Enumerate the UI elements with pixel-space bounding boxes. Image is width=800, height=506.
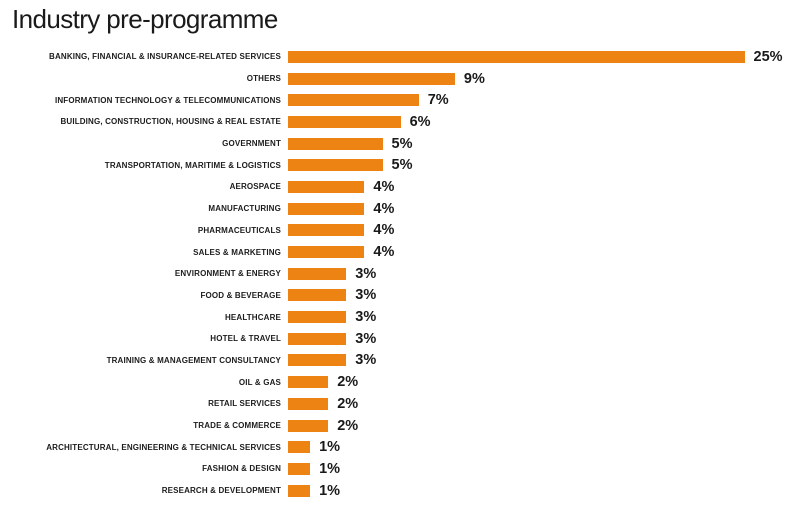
value-label: 3% [355, 287, 377, 304]
bar [288, 484, 311, 497]
chart-row: BANKING, FINANCIAL & INSURANCE-RELATED S… [0, 46, 800, 68]
category-label: BUILDING, CONSTRUCTION, HOUSING & REAL E… [60, 117, 281, 127]
bar [288, 180, 365, 193]
category-label: FOOD & BEVERAGE [200, 290, 281, 300]
category-label: OIL & GAS [238, 377, 281, 387]
value-label: 6% [409, 113, 431, 130]
chart-row: RETAIL SERVICES 2% [0, 393, 800, 415]
chart-row: OIL & GAS 2% [0, 371, 800, 393]
bar [288, 246, 365, 259]
category-label: AEROSPACE [229, 182, 281, 192]
chart-row: TRAINING & MANAGEMENT CONSULTANCY 3% [0, 350, 800, 372]
category-label: TRADE & COMMERCE [193, 421, 281, 431]
category-label: OTHERS [246, 74, 281, 84]
category-label: RESEARCH & DEVELOPMENT [161, 486, 281, 496]
chart-row: MANUFACTURING 4% [0, 198, 800, 220]
chart-row: SALES & MARKETING 4% [0, 241, 800, 263]
category-label: TRANSPORTATION, MARITIME & LOGISTICS [104, 160, 281, 170]
category-label: SALES & MARKETING [193, 247, 281, 257]
category-label: INFORMATION TECHNOLOGY & TELECOMMUNICATI… [55, 95, 281, 105]
category-label: HEALTHCARE [224, 312, 281, 322]
value-label: 1% [319, 460, 341, 477]
bar [288, 354, 347, 367]
bar [288, 332, 347, 345]
value-label: 2% [337, 395, 359, 412]
category-label: ENVIRONMENT & ENERGY [174, 269, 281, 279]
bar [288, 267, 347, 280]
bar [288, 419, 329, 432]
value-label: 5% [391, 135, 413, 152]
bar [288, 289, 347, 302]
bar [288, 202, 365, 215]
chart-row: RESEARCH & DEVELOPMENT 1% [0, 480, 800, 502]
chart-row: FOOD & BEVERAGE 3% [0, 285, 800, 307]
value-label: 3% [355, 352, 377, 369]
chart-row: PHARMACEUTICALS 4% [0, 220, 800, 242]
category-label: MANUFACTURING [208, 204, 281, 214]
page-title: Industry pre-programme [12, 4, 278, 34]
chart-row: TRANSPORTATION, MARITIME & LOGISTICS 5% [0, 154, 800, 176]
chart-row: AEROSPACE 4% [0, 176, 800, 198]
value-label: 1% [319, 482, 341, 499]
value-label: 2% [337, 374, 359, 391]
bar [288, 50, 745, 63]
category-label: PHARMACEUTICALS [197, 225, 281, 235]
chart-row: BUILDING, CONSTRUCTION, HOUSING & REAL E… [0, 111, 800, 133]
value-label: 1% [319, 439, 341, 456]
category-label: TRAINING & MANAGEMENT CONSULTANCY [106, 355, 281, 365]
chart-row: GOVERNMENT 5% [0, 133, 800, 155]
category-label: FASHION & DESIGN [202, 464, 281, 474]
value-label: 9% [463, 70, 485, 87]
bar [288, 72, 455, 85]
value-label: 2% [337, 417, 359, 434]
value-label: 7% [427, 92, 449, 109]
chart-row: FASHION & DESIGN 1% [0, 458, 800, 480]
value-label: 3% [355, 330, 377, 347]
bar [288, 94, 419, 107]
bar [288, 224, 365, 237]
bar [288, 441, 311, 454]
category-label: RETAIL SERVICES [208, 399, 281, 409]
value-label: 4% [373, 222, 395, 239]
chart-row: TRADE & COMMERCE 2% [0, 415, 800, 437]
bar [288, 397, 329, 410]
bar [288, 115, 401, 128]
bar [288, 311, 347, 324]
value-label: 4% [373, 178, 395, 195]
category-label: GOVERNMENT [222, 139, 281, 149]
value-label: 25% [753, 48, 783, 65]
bar [288, 159, 383, 172]
value-label: 4% [373, 244, 395, 261]
chart-row: ARCHITECTURAL, ENGINEERING & TECHNICAL S… [0, 436, 800, 458]
category-label: ARCHITECTURAL, ENGINEERING & TECHNICAL S… [46, 442, 281, 452]
category-label: BANKING, FINANCIAL & INSURANCE-RELATED S… [49, 52, 281, 62]
value-label: 3% [355, 265, 377, 282]
bar [288, 137, 383, 150]
chart-row: ENVIRONMENT & ENERGY 3% [0, 263, 800, 285]
chart-row: INFORMATION TECHNOLOGY & TELECOMMUNICATI… [0, 89, 800, 111]
chart-row: HOTEL & TRAVEL 3% [0, 328, 800, 350]
chart-row: OTHERS 9% [0, 68, 800, 90]
value-label: 4% [373, 200, 395, 217]
value-label: 3% [355, 309, 377, 326]
bar [288, 462, 311, 475]
chart-row: HEALTHCARE 3% [0, 306, 800, 328]
category-label: HOTEL & TRAVEL [210, 334, 281, 344]
bar [288, 376, 329, 389]
bar-chart: BANKING, FINANCIAL & INSURANCE-RELATED S… [0, 46, 800, 501]
value-label: 5% [391, 157, 413, 174]
